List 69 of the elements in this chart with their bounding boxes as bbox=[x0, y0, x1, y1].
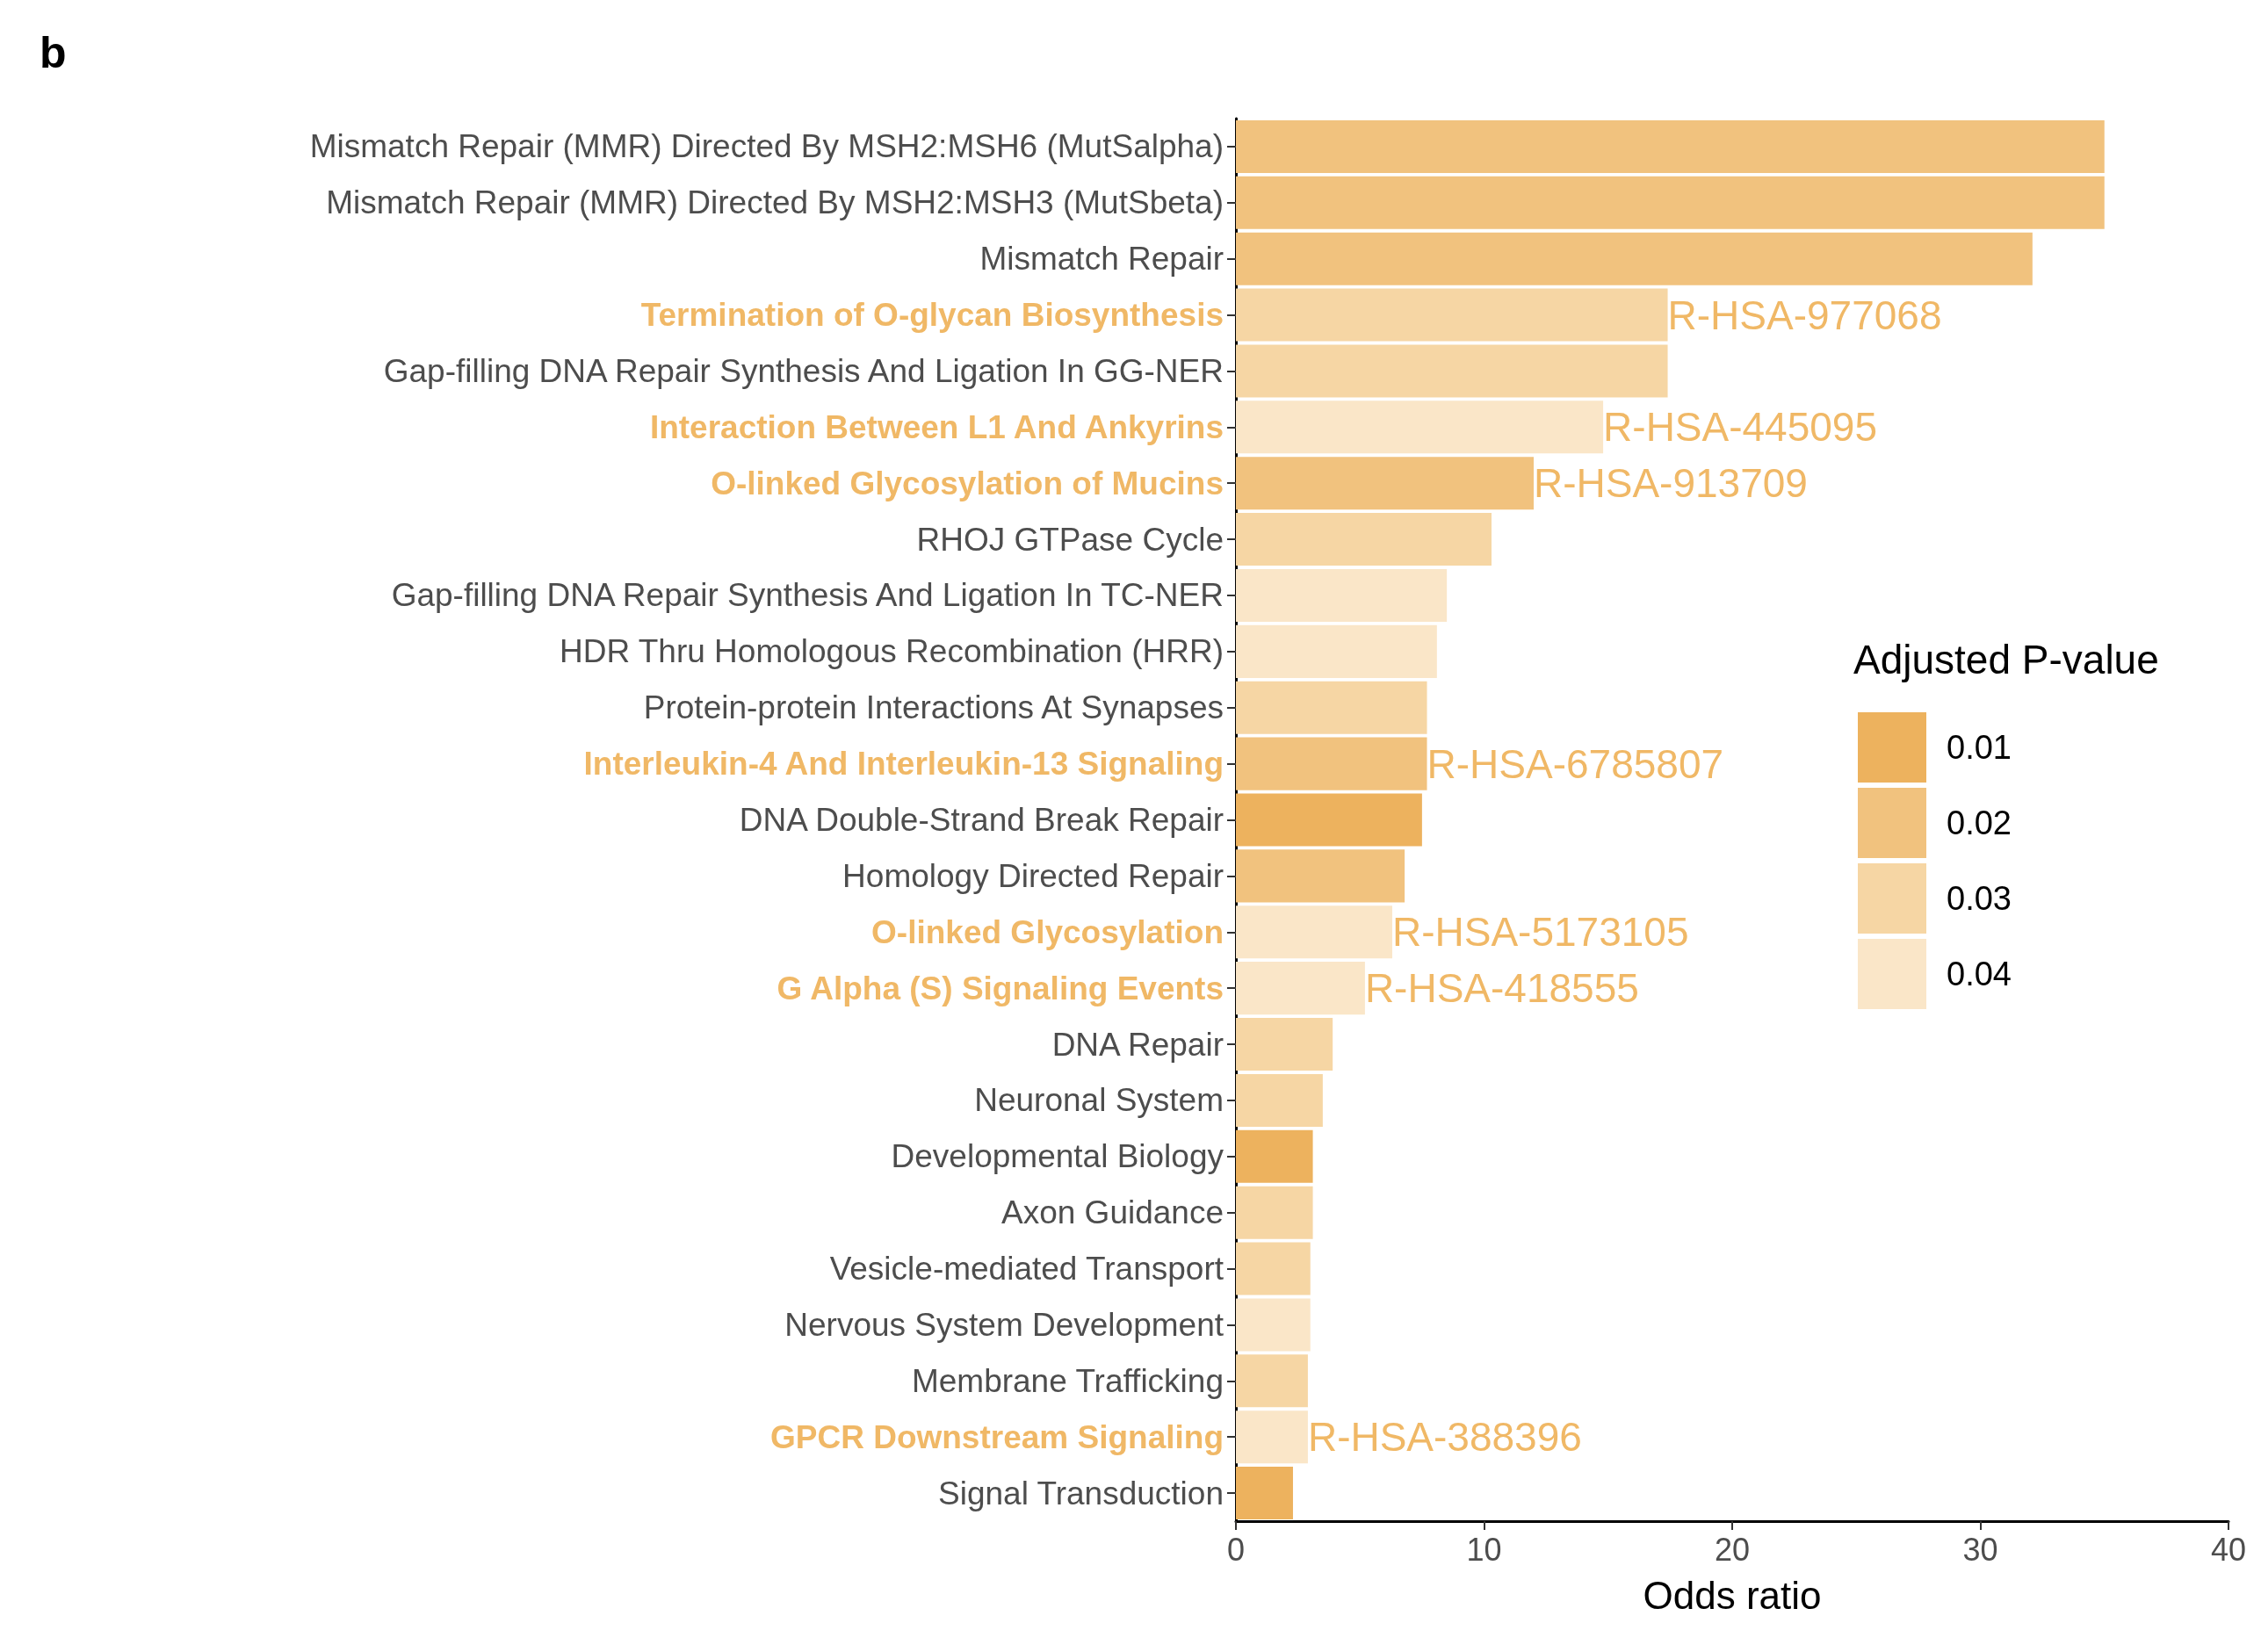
bar bbox=[1236, 176, 2105, 229]
bar bbox=[1236, 681, 1427, 734]
bar bbox=[1236, 288, 1668, 342]
y-tick-label: HDR Thru Homologous Recombination (HRR) bbox=[559, 633, 1224, 670]
annotation: R-HSA-418555 bbox=[1364, 965, 1639, 1012]
legend-label: 0.02 bbox=[1947, 804, 2012, 841]
y-tick-label: DNA Double-Strand Break Repair bbox=[739, 802, 1224, 838]
bar bbox=[1236, 119, 2105, 173]
bar bbox=[1236, 1242, 1311, 1295]
y-tick-label: Developmental Biology bbox=[891, 1138, 1224, 1175]
y-tick-label: Termination of O-glycan Biosynthesis bbox=[640, 297, 1224, 334]
y-tick-label: GPCR Downstream Signaling bbox=[769, 1418, 1224, 1455]
bar bbox=[1236, 1129, 1313, 1183]
y-tick-label: Interaction Between L1 And Ankyrins bbox=[649, 408, 1224, 445]
bar bbox=[1236, 1298, 1311, 1352]
bar bbox=[1236, 344, 1668, 398]
text: b bbox=[40, 28, 67, 77]
x-axis-title: Odds ratio bbox=[1643, 1573, 1822, 1617]
y-tick-label: Gap-filling DNA Repair Synthesis And Ligation In GG-NER bbox=[383, 352, 1224, 389]
bar bbox=[1236, 568, 1448, 622]
annotation: R-HSA-913709 bbox=[1534, 460, 1808, 507]
legend-label: 0.03 bbox=[1947, 880, 2012, 917]
y-tick-label: Interleukin-4 And Interleukin-13 Signaling bbox=[583, 746, 1224, 783]
x-tick-label: 20 bbox=[1714, 1531, 1751, 1568]
y-tick-label: Mismatch Repair (MMR) Directed By MSH2:MSH3 (MutSbeta) bbox=[326, 184, 1224, 221]
bar bbox=[1236, 1073, 1323, 1127]
legend-label: 0.04 bbox=[1947, 956, 2012, 992]
x-tick-label: 40 bbox=[2210, 1531, 2247, 1568]
y-tick-label: O-linked Glycosylation of Mucins bbox=[711, 465, 1224, 501]
y-tick-label: O-linked Glycosylation bbox=[871, 913, 1224, 950]
y-tick-label: Gap-filling DNA Repair Synthesis And Ligation In TC-NER bbox=[391, 577, 1224, 614]
bar bbox=[1236, 1467, 1293, 1520]
bar bbox=[1236, 849, 1405, 903]
annotation: R-HSA-388396 bbox=[1307, 1414, 1582, 1461]
y-tick-label: Membrane Trafficking bbox=[911, 1362, 1224, 1399]
y-tick-label: Mismatch Repair (MMR) Directed By MSH2:MSH6 (MutSalpha) bbox=[309, 128, 1224, 165]
annotation: R-HSA-977068 bbox=[1667, 292, 1942, 338]
y-tick-label: Signal Transduction bbox=[938, 1475, 1224, 1511]
bar bbox=[1236, 962, 1365, 1015]
bar bbox=[1236, 1186, 1313, 1239]
x-tick-label: 30 bbox=[1962, 1531, 1998, 1568]
bar bbox=[1236, 1410, 1308, 1464]
y-tick-label: Protein-protein Interactions At Synapses bbox=[643, 689, 1224, 726]
y-tick-label: DNA Repair bbox=[1051, 1026, 1224, 1063]
y-tick-label: Axon Guidance bbox=[1000, 1194, 1224, 1231]
legend-title: Adjusted P-value bbox=[1853, 637, 2159, 682]
y-tick-label: G Alpha (S) Signaling Events bbox=[777, 970, 1224, 1006]
bar bbox=[1236, 1354, 1308, 1408]
bar bbox=[1236, 737, 1427, 790]
x-tick-label: 10 bbox=[1466, 1531, 1502, 1568]
y-tick-label: Nervous System Development bbox=[784, 1306, 1224, 1343]
y-tick-label: Neuronal System bbox=[974, 1082, 1224, 1119]
bar bbox=[1236, 905, 1392, 959]
y-tick-label: Mismatch Repair bbox=[979, 241, 1224, 278]
y-tick-label: Vesicle-mediated Transport bbox=[829, 1251, 1224, 1288]
annotation: R-HSA-6785807 bbox=[1427, 740, 1724, 787]
y-tick-label: Homology Directed Repair bbox=[842, 857, 1224, 894]
bar bbox=[1236, 624, 1437, 678]
legend-label: 0.01 bbox=[1947, 729, 2012, 766]
y-tick-label: RHOJ GTPase Cycle bbox=[916, 521, 1224, 558]
x-tick-label: 0 bbox=[1226, 1531, 1246, 1568]
bar bbox=[1236, 457, 1534, 510]
bar bbox=[1236, 232, 2033, 285]
annotation: R-HSA-445095 bbox=[1603, 404, 1878, 451]
bar bbox=[1236, 400, 1604, 454]
annotation: R-HSA-5173105 bbox=[1391, 909, 1689, 956]
bar bbox=[1236, 793, 1422, 847]
bar bbox=[1236, 1018, 1333, 1071]
bar bbox=[1236, 513, 1492, 566]
